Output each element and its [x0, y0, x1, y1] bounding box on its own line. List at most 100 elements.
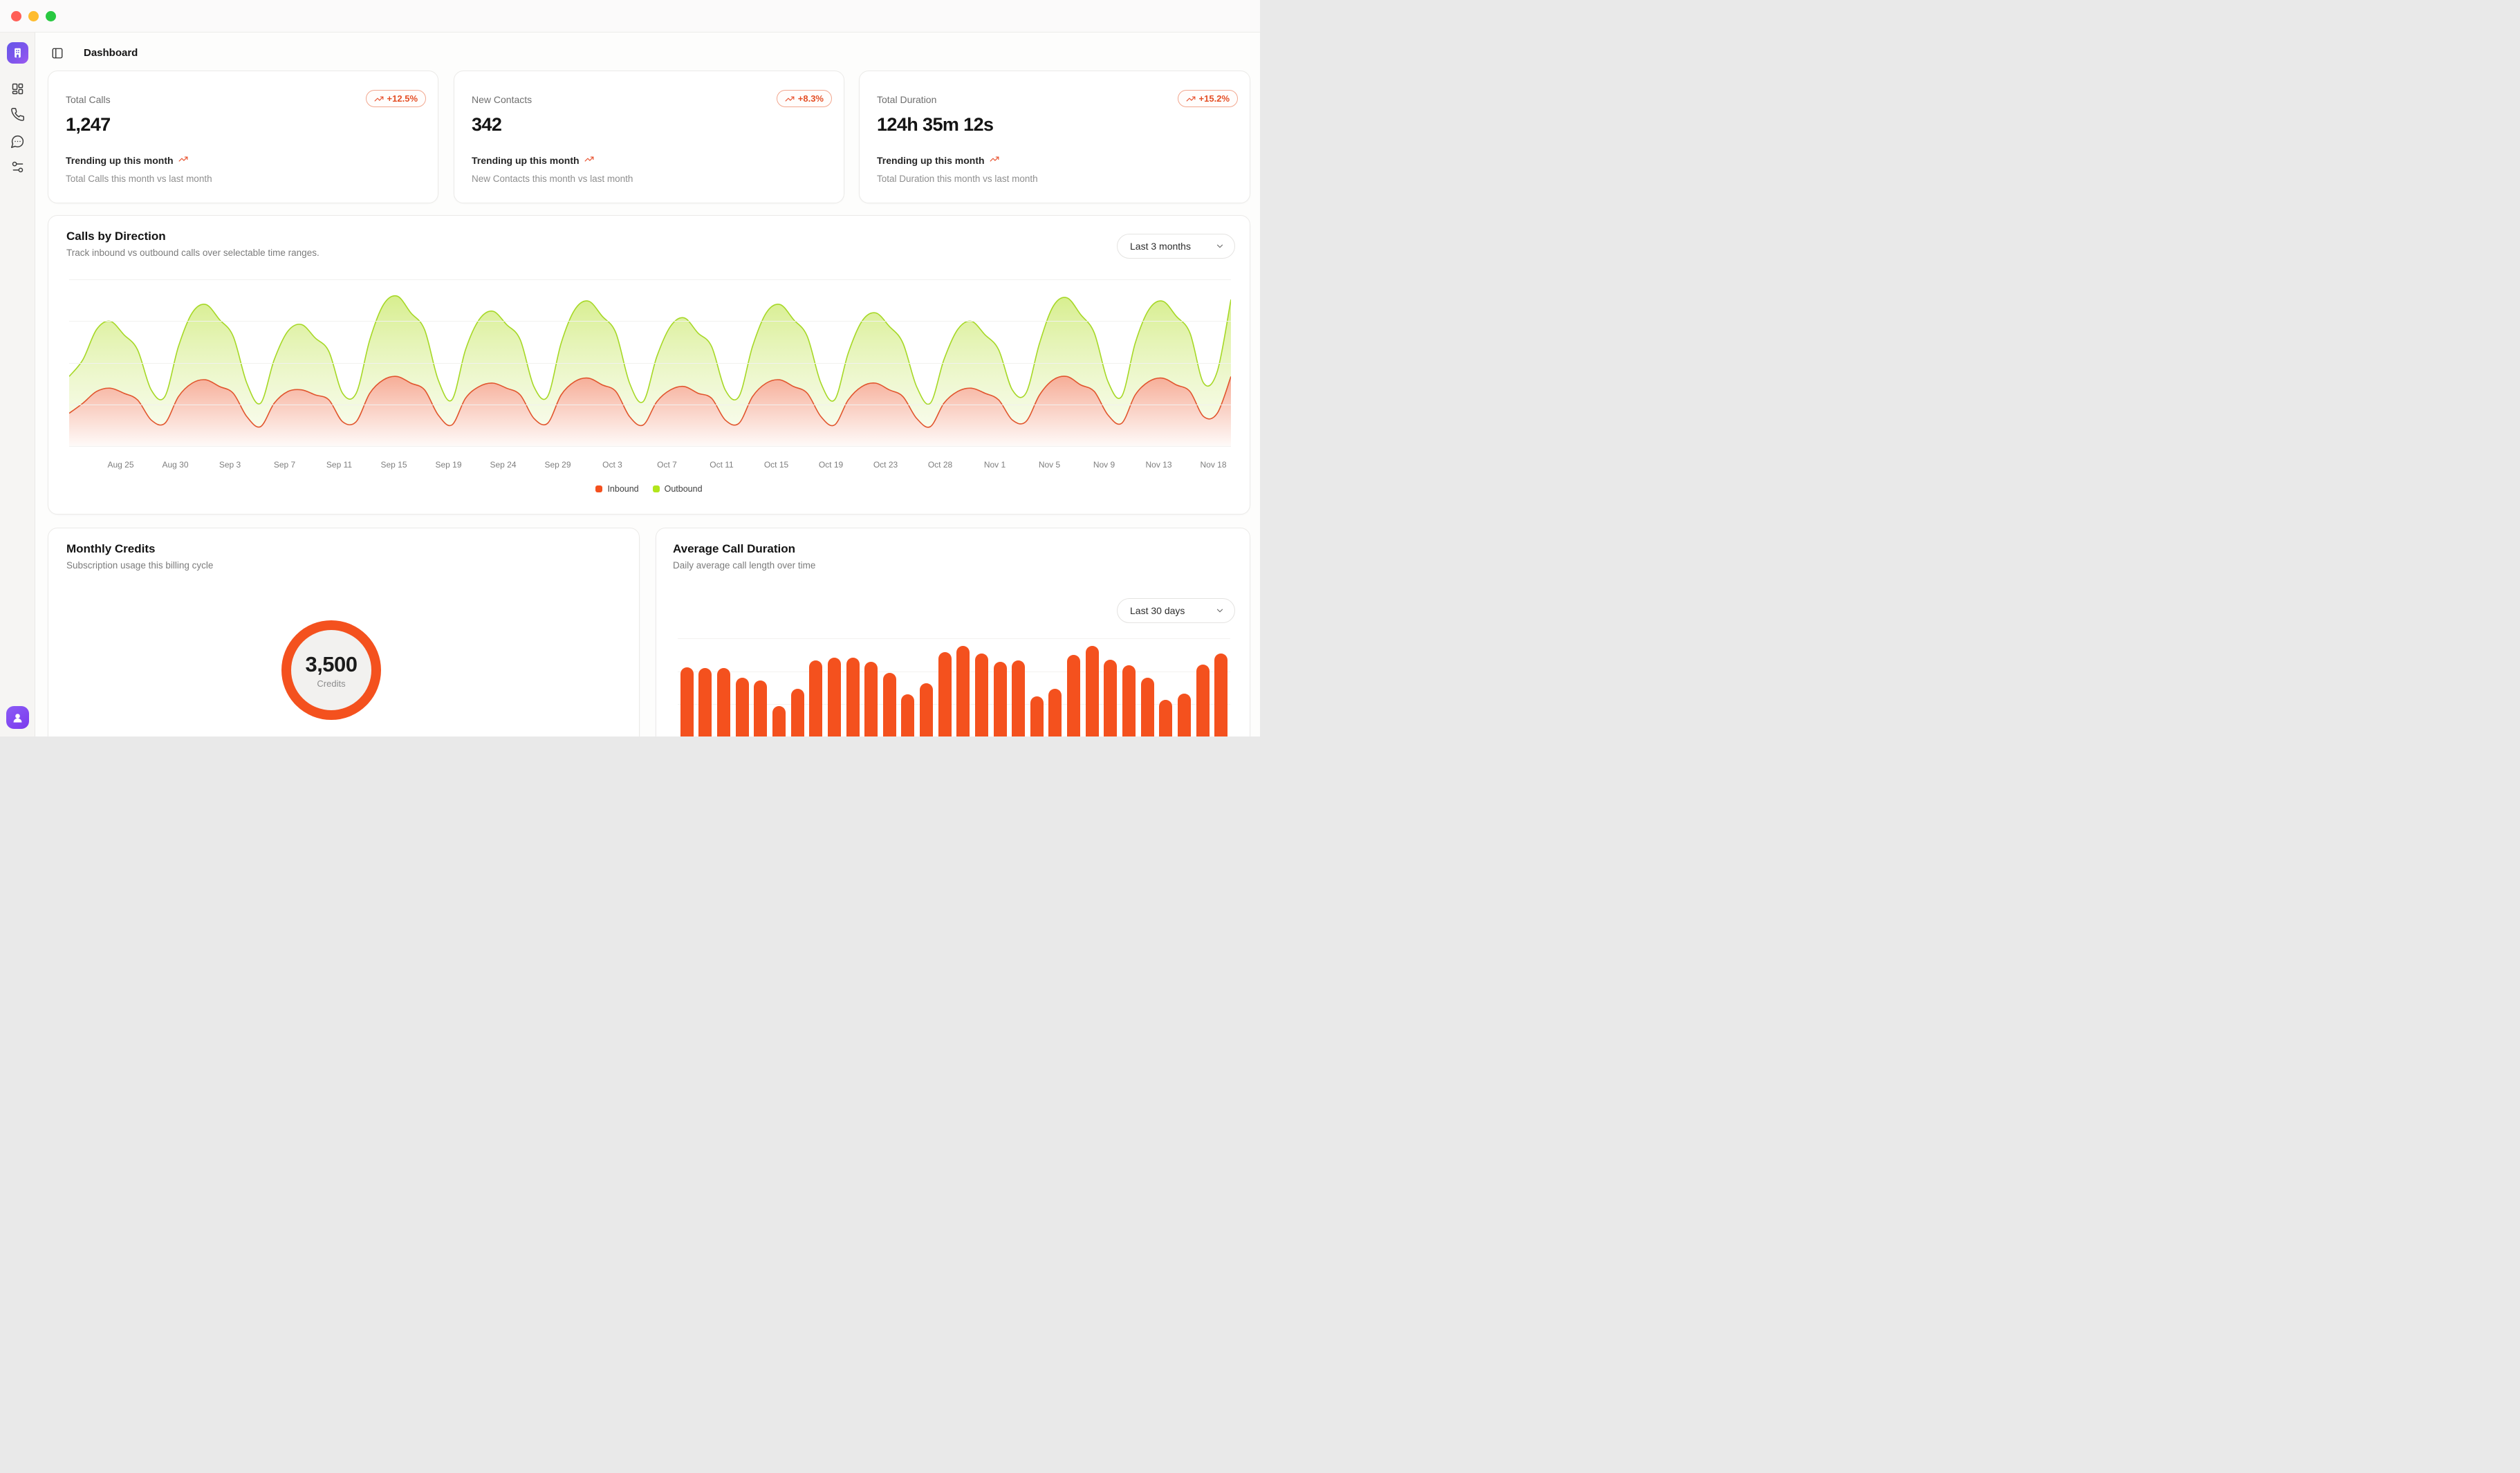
sidebar-item-settings[interactable]	[10, 160, 25, 174]
stat-trend: Trending up this month	[472, 154, 594, 166]
duration-range-value: Last 30 days	[1130, 605, 1185, 616]
window-minimize-button[interactable]	[28, 11, 39, 21]
x-tick-label: Oct 28	[927, 460, 953, 470]
app-logo[interactable]	[7, 42, 28, 64]
x-tick-label: Sep 15	[380, 460, 407, 470]
duration-bar	[846, 658, 860, 736]
stat-card-new-contacts: New Contacts +8.3% 342 Trending up this …	[454, 71, 844, 203]
duration-bar	[735, 677, 749, 736]
chart-legend: Inbound Outbound	[48, 484, 1250, 494]
phone-icon	[11, 108, 24, 121]
duration-bar	[901, 694, 915, 736]
legend-swatch	[652, 485, 660, 492]
x-tick-label: Oct 15	[763, 460, 789, 470]
user-avatar[interactable]	[6, 706, 29, 729]
x-tick-label: Nov 18	[1200, 460, 1227, 470]
settings-sliders-icon	[12, 161, 24, 173]
sidebar-item-dashboard[interactable]	[10, 82, 25, 96]
trending-up-icon	[990, 154, 999, 166]
sidebar-item-calls[interactable]	[10, 107, 25, 122]
chevron-down-icon	[1216, 609, 1223, 613]
duration-bar	[1085, 645, 1099, 736]
x-tick-label: Oct 23	[873, 460, 898, 470]
duration-bar	[1048, 688, 1062, 736]
stat-trend: Trending up this month	[66, 154, 188, 166]
x-axis-labels: Aug 25 Aug 30 Sep 3 Sep 7 Sep 11 Sep 15 Sep 19…	[48, 460, 1250, 471]
average-call-duration-card: Average Call Duration Daily average call…	[656, 528, 1250, 736]
sidebar-toggle-button[interactable]	[51, 47, 64, 59]
duration-bar	[1122, 665, 1136, 736]
trending-up-icon	[178, 154, 188, 166]
x-tick-label: Nov 1	[983, 460, 1006, 470]
x-tick-label: Sep 19	[435, 460, 462, 470]
x-tick-label: Nov 5	[1038, 460, 1061, 470]
legend-label: Inbound	[607, 484, 639, 494]
x-tick-label: Sep 29	[544, 460, 571, 470]
calls-by-direction-card: Calls by Direction Track inbound vs outb…	[48, 215, 1250, 515]
x-tick-label: Sep 7	[273, 460, 296, 470]
x-tick-label: Oct 7	[657, 460, 677, 470]
stat-badge-value: +15.2%	[1198, 93, 1230, 104]
stat-trend: Trending up this month	[877, 154, 999, 166]
duration-bar	[882, 672, 896, 736]
x-tick-label: Aug 30	[162, 460, 189, 470]
x-tick-label: Nov 13	[1145, 460, 1172, 470]
window-close-button[interactable]	[11, 11, 21, 21]
x-tick-label: Oct 19	[818, 460, 844, 470]
credits-value: 3,500	[305, 651, 358, 676]
duration-bar	[698, 668, 712, 736]
duration-bar	[790, 688, 804, 736]
calls-range-dropdown[interactable]: Last 3 months	[1117, 234, 1235, 259]
stat-trend-text: Trending up this month	[66, 154, 174, 166]
dashboard-grid-icon	[12, 83, 24, 95]
duration-bar	[772, 706, 786, 736]
x-tick-label: Oct 11	[710, 460, 734, 470]
page-title: Dashboard	[84, 47, 138, 59]
sidebar	[0, 33, 35, 736]
monthly-credits-card: Monthly Credits Subscription usage this …	[48, 528, 640, 736]
chat-bubble-icon	[11, 135, 24, 148]
stat-subtext: Total Calls this month vs last month	[66, 174, 212, 184]
duration-bar	[754, 680, 768, 736]
calls-range-value: Last 3 months	[1130, 241, 1191, 252]
stat-badge-value: +8.3%	[797, 93, 824, 104]
credits-title: Monthly Credits	[66, 542, 156, 555]
trending-up-icon	[1186, 96, 1195, 101]
duration-subtitle: Daily average call length over time	[673, 560, 816, 571]
duration-bar	[680, 667, 694, 736]
duration-title: Average Call Duration	[673, 542, 795, 555]
duration-bar	[938, 652, 952, 736]
duration-bar	[1140, 677, 1154, 736]
duration-bar	[1159, 700, 1173, 736]
credits-subtitle: Subscription usage this billing cycle	[66, 560, 214, 571]
legend-swatch	[595, 485, 603, 492]
duration-range-dropdown[interactable]: Last 30 days	[1117, 598, 1235, 623]
credits-progress-ring: 3,500 Credits	[281, 620, 381, 720]
stat-value: 1,247	[66, 114, 111, 135]
duration-bar	[1012, 660, 1026, 736]
trending-up-icon	[584, 154, 594, 166]
duration-bar	[1030, 696, 1044, 736]
legend-label: Outbound	[664, 484, 703, 494]
x-tick-label: Sep 24	[490, 460, 517, 470]
stat-card-total-calls: Total Calls +12.5% 1,247 Trending up thi…	[48, 71, 438, 203]
legend-item: Inbound	[595, 484, 639, 494]
duration-bar	[827, 658, 841, 736]
calls-chart-subtitle: Track inbound vs outbound calls over sel…	[66, 248, 319, 258]
duration-bar	[1214, 653, 1228, 736]
stat-value: 124h 35m 12s	[877, 114, 994, 135]
x-tick-label: Nov 9	[1093, 460, 1115, 470]
trending-up-icon	[785, 96, 795, 101]
stat-label: Total Calls	[66, 94, 111, 105]
sidebar-item-messages[interactable]	[10, 134, 25, 149]
calls-area-chart	[68, 279, 1232, 447]
stat-subtext: Total Duration this month vs last month	[877, 174, 1038, 184]
duration-bar-chart	[678, 644, 1230, 736]
x-tick-label: Sep 11	[326, 460, 353, 470]
duration-bar	[1177, 693, 1191, 736]
credits-unit: Credits	[317, 678, 346, 689]
stat-badge: +8.3%	[776, 90, 832, 107]
stat-label: New Contacts	[472, 94, 532, 105]
app-window: Dashboard Total Calls +12.5% 1,247 Trend…	[0, 0, 1260, 736]
window-zoom-button[interactable]	[46, 11, 56, 21]
